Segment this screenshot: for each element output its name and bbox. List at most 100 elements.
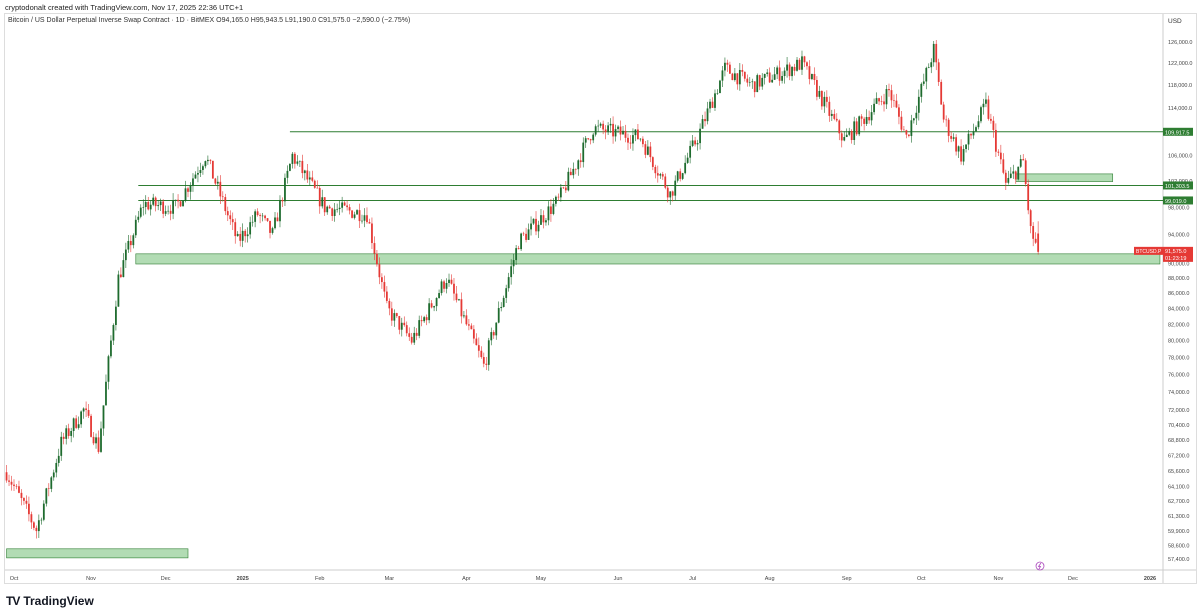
- candle-body: [184, 188, 187, 201]
- candle-body: [1007, 177, 1010, 183]
- candle-body: [172, 200, 174, 214]
- candle-body: [57, 455, 60, 463]
- candle-body: [691, 140, 694, 146]
- candle-body: [472, 329, 475, 339]
- candle-body: [246, 234, 249, 237]
- candle-body: [1017, 166, 1020, 180]
- candle-body: [637, 129, 639, 140]
- candle-body: [308, 177, 311, 180]
- candle-body: [410, 336, 413, 343]
- candle-body: [234, 222, 237, 237]
- candle-body: [373, 243, 376, 254]
- candle-body: [741, 69, 744, 72]
- y-tick-label: 68,800.0: [1168, 438, 1189, 444]
- candle-body: [947, 119, 950, 136]
- candle-body: [607, 125, 610, 133]
- candle-body: [530, 223, 532, 230]
- candle-body: [848, 131, 851, 135]
- candle-body: [60, 436, 63, 456]
- candle-body: [450, 279, 453, 284]
- candle-body: [154, 197, 157, 207]
- candle-body: [346, 205, 348, 208]
- candle-body: [13, 484, 15, 486]
- candle-body: [733, 73, 736, 81]
- candle-body: [990, 118, 992, 121]
- candle-body: [413, 332, 416, 343]
- candle-body: [567, 171, 570, 191]
- candle-body: [622, 130, 624, 135]
- candle-body: [211, 160, 214, 179]
- candle-body: [20, 492, 23, 499]
- candle-body: [930, 62, 933, 68]
- candle-body: [25, 500, 28, 504]
- candle-body: [644, 144, 647, 155]
- candle-body: [423, 317, 426, 322]
- candle-body: [105, 381, 107, 406]
- candle-body: [318, 188, 321, 207]
- candle-body: [206, 159, 209, 162]
- candle-body: [788, 64, 791, 77]
- candle-body: [875, 98, 878, 104]
- candle-body: [1014, 171, 1017, 180]
- candle-body: [500, 306, 503, 309]
- candle-body: [226, 211, 229, 216]
- candle-body: [236, 233, 239, 237]
- candle-body: [738, 69, 741, 85]
- candle-body: [72, 418, 75, 431]
- candle-body: [115, 306, 117, 326]
- candle-body: [617, 126, 619, 130]
- candle-body: [366, 215, 368, 223]
- candle-body: [266, 218, 269, 221]
- candle-body: [157, 205, 160, 207]
- candle-body: [28, 503, 30, 515]
- candle-body: [952, 137, 955, 139]
- candle-body: [885, 89, 888, 105]
- candle-body: [296, 161, 299, 164]
- candle-body: [763, 73, 766, 78]
- candle-body: [888, 89, 890, 91]
- x-tick-label: Oct: [10, 576, 19, 582]
- tv-logo-icon: TV: [6, 594, 20, 608]
- candle-body: [890, 90, 893, 101]
- candle-body: [925, 67, 928, 82]
- candle-body: [398, 316, 401, 330]
- candle-body: [1004, 172, 1007, 183]
- candle-body: [714, 93, 716, 108]
- y-tick-label: 86,000.0: [1168, 291, 1189, 297]
- candle-body: [443, 281, 445, 289]
- candle-body: [753, 81, 756, 93]
- candle-body: [915, 112, 918, 119]
- candle-body: [475, 338, 478, 346]
- last-price-label: 91,575.0: [1165, 249, 1186, 255]
- y-tick-label: 98,000.0: [1168, 205, 1189, 211]
- candle-body: [813, 73, 816, 81]
- candle-body: [868, 117, 871, 121]
- candle-body: [271, 228, 274, 233]
- candle-body: [758, 75, 761, 87]
- candle-body: [537, 224, 540, 232]
- tradingview-logo[interactable]: TV TradingView: [6, 594, 94, 608]
- candle-body: [321, 197, 324, 207]
- candle-body: [405, 325, 408, 334]
- y-tick-label: 58,600.0: [1168, 543, 1189, 549]
- candle-body: [512, 260, 515, 267]
- candle-body: [313, 180, 316, 188]
- candle-body: [408, 333, 411, 337]
- candle-body: [92, 436, 95, 444]
- candle-body: [975, 127, 977, 132]
- candle-body: [323, 197, 326, 213]
- candle-body: [1034, 238, 1037, 243]
- candle-body: [651, 157, 654, 167]
- candle-body: [507, 277, 510, 289]
- candle-body: [100, 428, 102, 452]
- candle-body: [922, 81, 925, 84]
- candle-body: [107, 356, 110, 382]
- candle-body: [448, 279, 450, 283]
- candle-body: [269, 220, 271, 233]
- candle-body: [880, 101, 883, 102]
- candle-body: [659, 174, 662, 176]
- candle-body: [428, 303, 431, 321]
- candle-body: [1022, 159, 1025, 161]
- candle-body: [259, 215, 261, 216]
